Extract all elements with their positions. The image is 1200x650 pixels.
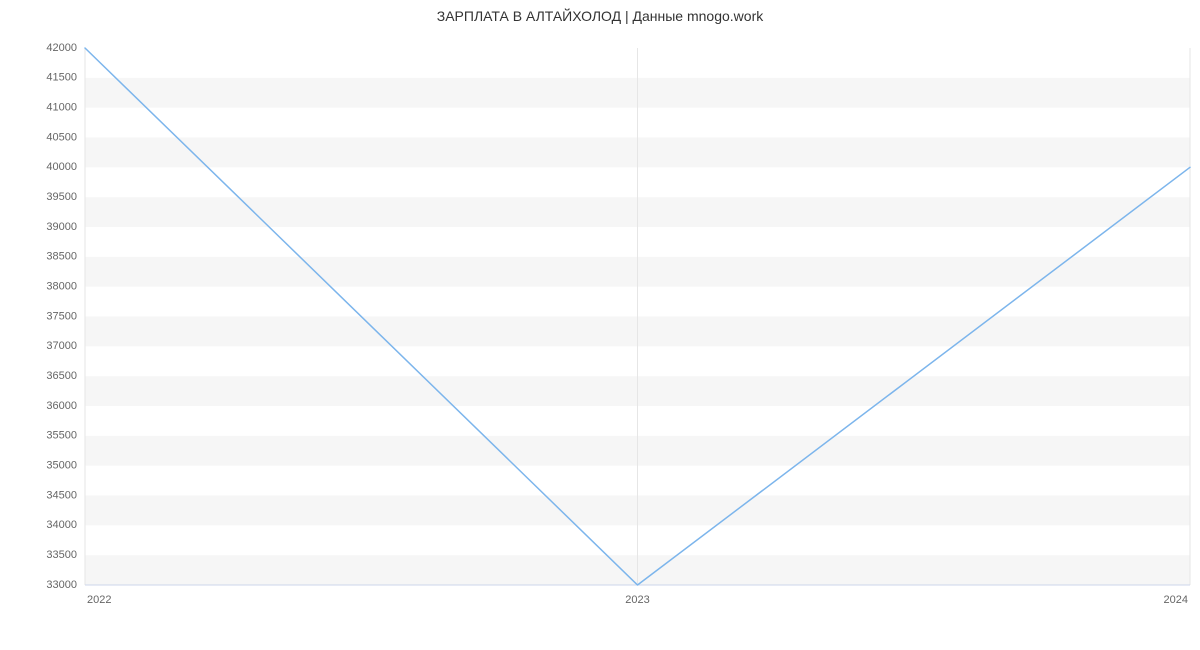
x-tick-label: 2023: [625, 594, 649, 606]
x-tick-label: 2024: [1164, 594, 1188, 606]
y-tick-label: 40500: [46, 131, 77, 143]
y-tick-label: 41500: [46, 72, 77, 84]
y-tick-label: 41000: [46, 102, 77, 114]
y-tick-label: 39000: [46, 221, 77, 233]
y-tick-label: 37500: [46, 310, 77, 322]
y-tick-label: 33000: [46, 579, 77, 591]
chart-container: ЗАРПЛАТА В АЛТАЙХОЛОД | Данные mnogo.wor…: [0, 0, 1200, 650]
line-chart-svg: 33000 33500 34000 34500 35000 35500 36000 36500…: [0, 0, 1200, 650]
y-tick-label: 36000: [46, 400, 77, 412]
y-tick-label: 33500: [46, 549, 77, 561]
y-tick-label: 40000: [46, 161, 77, 173]
y-tick-label: 37000: [46, 340, 77, 352]
x-tick-label: 2022: [87, 594, 111, 606]
y-tick-label: 38500: [46, 251, 77, 263]
y-tick-label: 34500: [46, 489, 77, 501]
y-tick-label: 35000: [46, 460, 77, 472]
y-tick-label: 34000: [46, 519, 77, 531]
y-tick-label: 36500: [46, 370, 77, 382]
chart-title: ЗАРПЛАТА В АЛТАЙХОЛОД | Данные mnogo.wor…: [0, 8, 1200, 24]
y-tick-label: 38000: [46, 281, 77, 293]
y-tick-label: 42000: [46, 42, 77, 54]
y-tick-label: 35500: [46, 430, 77, 442]
y-tick-label: 39500: [46, 191, 77, 203]
